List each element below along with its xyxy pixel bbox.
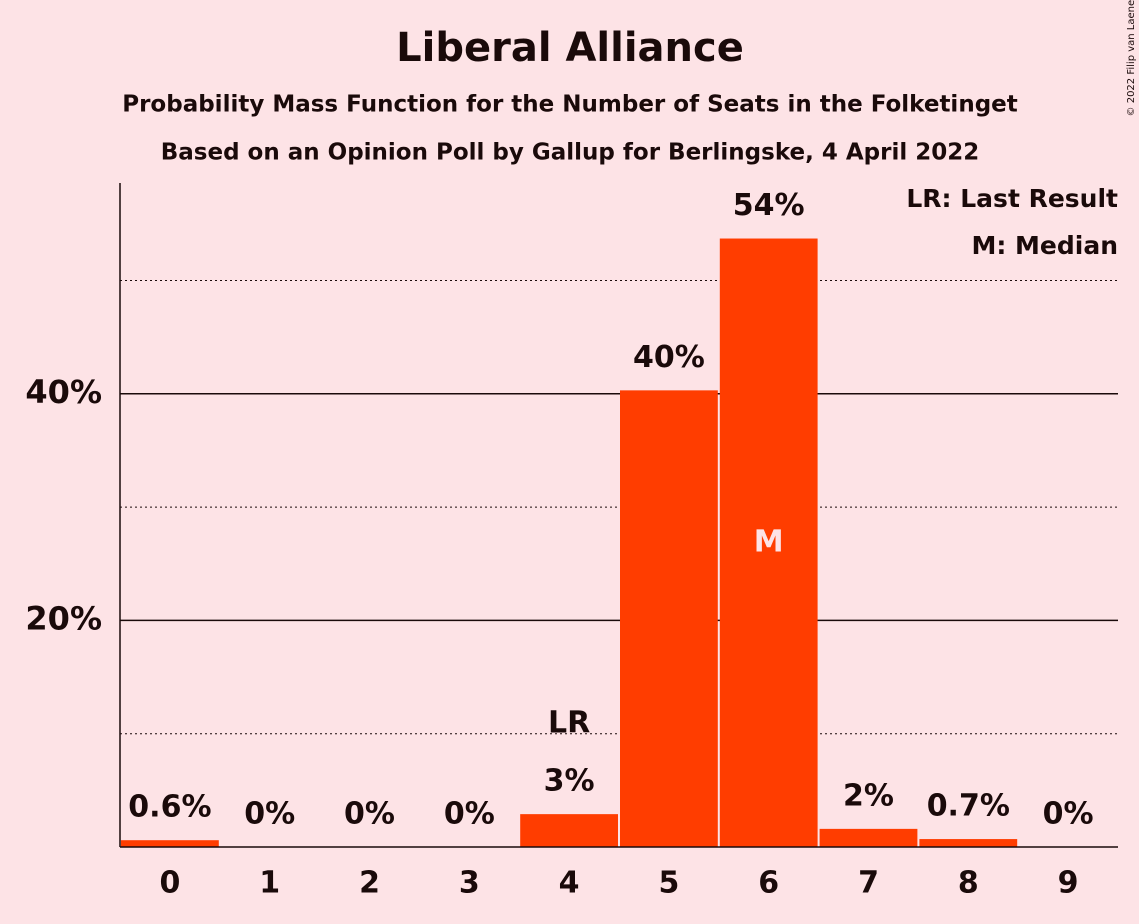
value-label: 0.7% (927, 789, 1010, 824)
bar (520, 814, 618, 847)
value-label: 2% (843, 778, 894, 813)
bar (819, 828, 918, 847)
bar (719, 238, 818, 847)
legend-entry: LR: Last Result (906, 184, 1118, 213)
legend-entry: M: Median (971, 231, 1118, 260)
x-tick-label: 7 (858, 866, 879, 901)
x-tick-label: 1 (259, 866, 280, 901)
credit: © 2022 Filip van Laenen (1126, 0, 1137, 116)
chart-subtitle: Probability Mass Function for the Number… (122, 92, 1018, 118)
value-label: 54% (733, 188, 805, 223)
x-tick-label: 2 (359, 866, 380, 901)
value-label: 0% (1043, 797, 1094, 832)
annotation: LR (548, 706, 590, 741)
value-label: 0% (244, 797, 295, 832)
bar (919, 839, 1018, 847)
value-label: 3% (544, 764, 595, 799)
x-tick-label: 9 (1058, 866, 1079, 901)
x-tick-label: 0 (159, 866, 180, 901)
y-tick-label: 20% (25, 599, 102, 637)
annotation: M (754, 524, 784, 559)
value-label: 0% (444, 797, 495, 832)
bar (620, 390, 718, 847)
x-tick-label: 5 (658, 866, 679, 901)
value-label: 0.6% (128, 790, 211, 825)
x-tick-label: 6 (758, 866, 779, 901)
chart-title: Liberal Alliance (396, 25, 744, 71)
value-label: 0% (344, 797, 395, 832)
y-tick-label: 40% (25, 373, 102, 411)
bar (121, 840, 219, 847)
x-tick-label: 3 (459, 866, 480, 901)
value-label: 40% (633, 340, 705, 375)
chart-subtitle: Based on an Opinion Poll by Gallup for B… (161, 140, 980, 166)
x-tick-label: 4 (559, 866, 580, 901)
x-tick-label: 8 (958, 866, 979, 901)
